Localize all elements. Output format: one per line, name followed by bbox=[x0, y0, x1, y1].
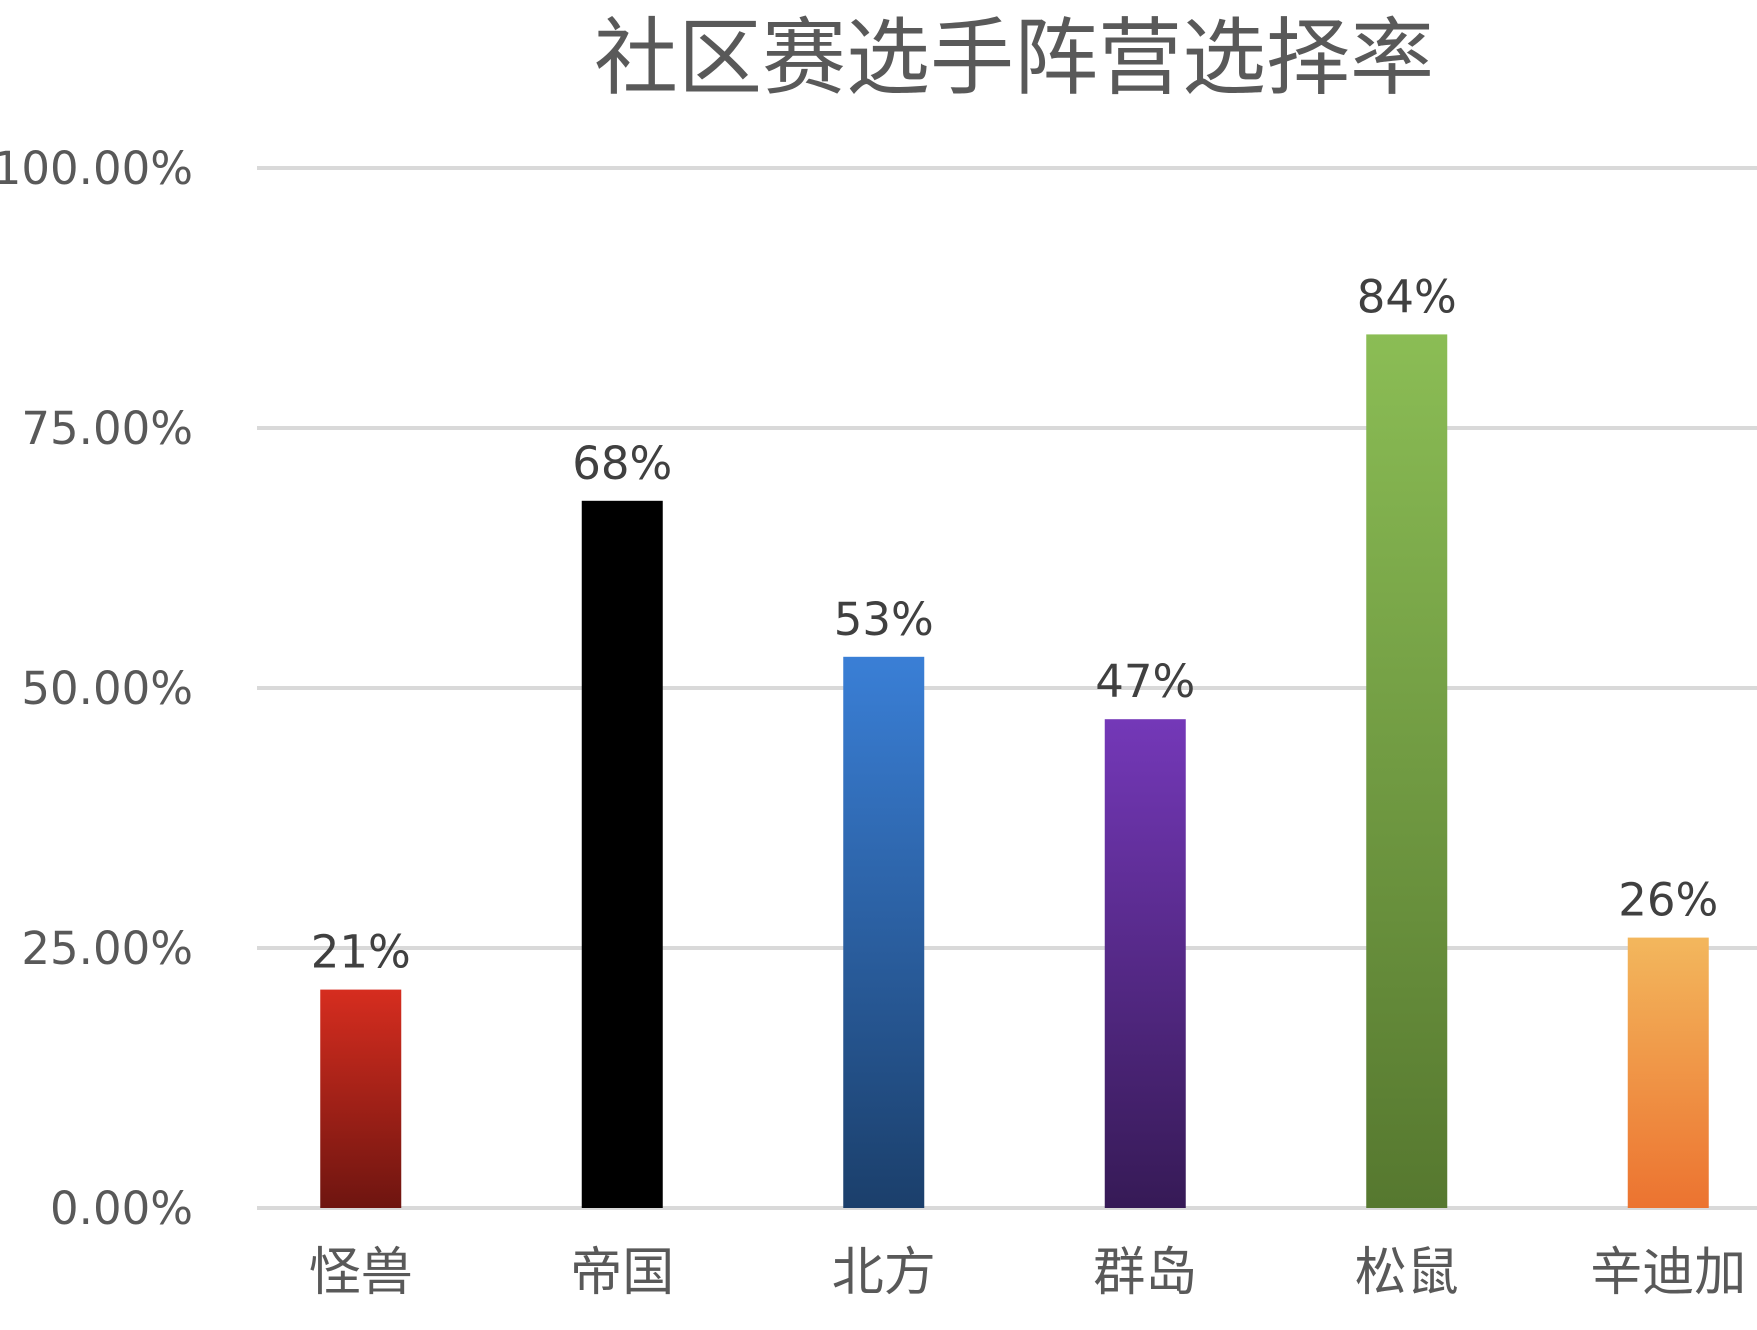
data-labels: 21% 68% 53% 47% 84% 26% bbox=[311, 270, 1719, 978]
category-label: 北方 bbox=[832, 1243, 936, 1303]
data-label: 84% bbox=[1357, 270, 1457, 323]
category-label: 群岛 bbox=[1093, 1243, 1197, 1303]
bars bbox=[320, 334, 1709, 1208]
bar-2 bbox=[581, 500, 663, 1208]
category-label: 帝国 bbox=[570, 1243, 674, 1303]
category-label: 怪兽 bbox=[309, 1243, 413, 1303]
category-label: 辛迪加 bbox=[1590, 1243, 1746, 1303]
y-tick-label: 25.00% bbox=[21, 922, 193, 975]
y-tick-label: 50.00% bbox=[21, 662, 193, 715]
x-axis-category-labels: 怪兽 帝国 北方 群岛 松鼠 辛迪加 bbox=[309, 1243, 1747, 1303]
data-label: 26% bbox=[1618, 874, 1718, 927]
bar-4 bbox=[1104, 719, 1186, 1208]
data-label: 47% bbox=[1095, 655, 1195, 708]
gridlines bbox=[257, 166, 1757, 1210]
bar-6 bbox=[1627, 937, 1709, 1208]
chart-title: 社区赛选手阵营选择率 bbox=[594, 9, 1434, 107]
bar-3 bbox=[843, 656, 925, 1208]
data-label: 53% bbox=[834, 593, 934, 646]
bar-5 bbox=[1366, 334, 1448, 1208]
y-axis-tick-labels: 0.00% 25.00% 50.00% 75.00% 100.00% bbox=[0, 142, 193, 1235]
y-tick-label: 0.00% bbox=[50, 1182, 193, 1235]
y-tick-label: 75.00% bbox=[21, 402, 193, 455]
category-label: 松鼠 bbox=[1355, 1243, 1459, 1303]
y-tick-label: 100.00% bbox=[0, 142, 193, 195]
data-label: 21% bbox=[311, 926, 411, 979]
bar-1 bbox=[320, 989, 402, 1208]
data-label: 68% bbox=[572, 437, 672, 490]
